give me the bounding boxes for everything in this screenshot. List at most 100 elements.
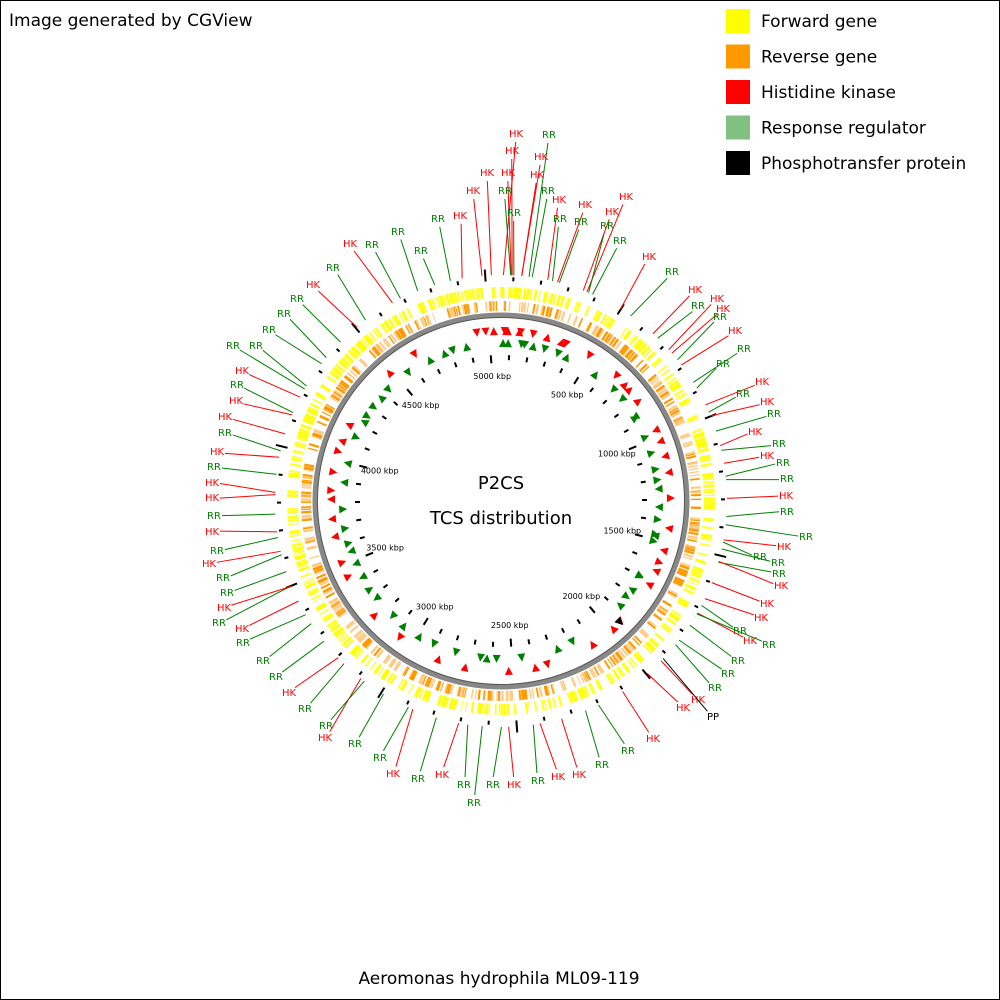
reverse-gene <box>319 414 330 421</box>
inner-tick <box>589 387 595 393</box>
forward-gene <box>294 555 307 561</box>
feature-label: HK <box>507 780 522 791</box>
reverse-gene <box>382 339 390 349</box>
forward-gene <box>547 698 553 710</box>
reverse-gene <box>376 344 384 353</box>
forward-gene <box>287 519 300 523</box>
reverse-gene <box>443 683 449 694</box>
reverse-gene <box>444 683 450 694</box>
feature-leader <box>678 639 722 670</box>
scale-label: 1000 kbp <box>598 450 636 459</box>
feature-label: HK <box>202 559 217 570</box>
forward-gene <box>628 334 636 344</box>
feature-label: HK <box>728 326 743 337</box>
reverse-gene <box>685 544 696 550</box>
feature-leader <box>232 434 281 452</box>
forward-gene <box>485 703 489 715</box>
feature-marker <box>614 616 623 626</box>
forward-gene <box>622 329 632 340</box>
forward-gene <box>450 698 457 710</box>
feature-leader <box>561 718 578 768</box>
forward-gene <box>287 511 299 515</box>
feature-marker <box>623 387 633 396</box>
feature-leader <box>282 640 325 673</box>
feature-leader <box>622 691 650 733</box>
forward-gene <box>322 612 333 620</box>
inner-tick <box>373 568 379 574</box>
reverse-gene <box>487 690 490 701</box>
feature-label: HK <box>466 186 481 197</box>
reverse-gene <box>372 346 381 356</box>
reverse-gene <box>451 306 456 317</box>
forward-gene <box>463 289 469 302</box>
forward-gene <box>692 565 704 571</box>
feature-label: HK <box>343 239 358 250</box>
reverse-gene <box>338 383 348 391</box>
reverse-gene <box>532 303 536 314</box>
forward-gene <box>557 695 564 707</box>
forward-gene <box>307 407 319 416</box>
inner-tick <box>473 639 477 645</box>
inner-tick <box>381 415 387 420</box>
reverse-gene <box>679 432 690 438</box>
forward-gene <box>374 664 383 675</box>
forward-gene <box>663 372 675 382</box>
inner-tick <box>438 628 443 634</box>
feature-label: HK <box>217 603 232 614</box>
reverse-gene <box>609 336 617 346</box>
forward-gene <box>608 672 616 683</box>
forward-gene <box>383 321 391 332</box>
reverse-gene <box>531 688 535 699</box>
feature-label: HK <box>235 624 250 635</box>
reverse-gene <box>336 385 346 394</box>
reverse-gene <box>432 312 437 323</box>
reverse-gene <box>482 690 486 701</box>
reverse-gene <box>363 639 372 648</box>
reverse-gene <box>585 322 593 333</box>
reverse-gene <box>603 332 612 343</box>
feature-leader <box>239 349 305 390</box>
reverse-gene <box>656 609 666 616</box>
backbone-edge <box>317 317 685 685</box>
outer-tick <box>539 280 543 285</box>
reverse-gene <box>520 302 525 313</box>
feature-label: RR <box>467 798 481 809</box>
feature-label: HK <box>509 129 524 140</box>
forward-gene <box>344 353 354 363</box>
feature-label: RR <box>326 263 340 274</box>
reverse-gene <box>318 578 329 585</box>
reverse-gene <box>328 597 338 604</box>
feature-marker <box>343 574 353 582</box>
feature-leader <box>657 311 693 339</box>
reverse-gene <box>435 680 441 691</box>
reverse-gene <box>689 524 700 529</box>
reverse-gene <box>452 306 457 317</box>
reverse-gene <box>597 663 605 674</box>
feature-label: RR <box>691 301 705 312</box>
feature-label: HK <box>205 527 220 538</box>
reverse-gene <box>582 671 589 682</box>
reverse-gene <box>374 344 383 354</box>
outer-tick <box>459 717 463 722</box>
feature-marker <box>338 438 348 447</box>
feature-marker <box>442 349 450 359</box>
reverse-gene <box>665 400 675 408</box>
legend-swatch <box>726 115 750 140</box>
reverse-gene <box>325 591 336 599</box>
reverse-gene <box>595 327 603 338</box>
outer-tick <box>679 628 684 633</box>
forward-gene <box>296 561 308 566</box>
reverse-gene <box>378 341 387 351</box>
reverse-gene <box>658 605 669 613</box>
inner-tick <box>544 634 549 640</box>
reverse-gene <box>393 331 401 342</box>
forward-gene <box>626 659 636 669</box>
feature-label: HK <box>760 451 775 462</box>
forward-gene <box>436 296 441 308</box>
reverse-gene <box>333 389 344 398</box>
reverse-gene <box>620 345 630 356</box>
forward-gene <box>651 357 662 367</box>
reverse-gene <box>677 569 688 575</box>
reverse-gene <box>353 629 363 638</box>
feature-label: HK <box>777 542 792 553</box>
